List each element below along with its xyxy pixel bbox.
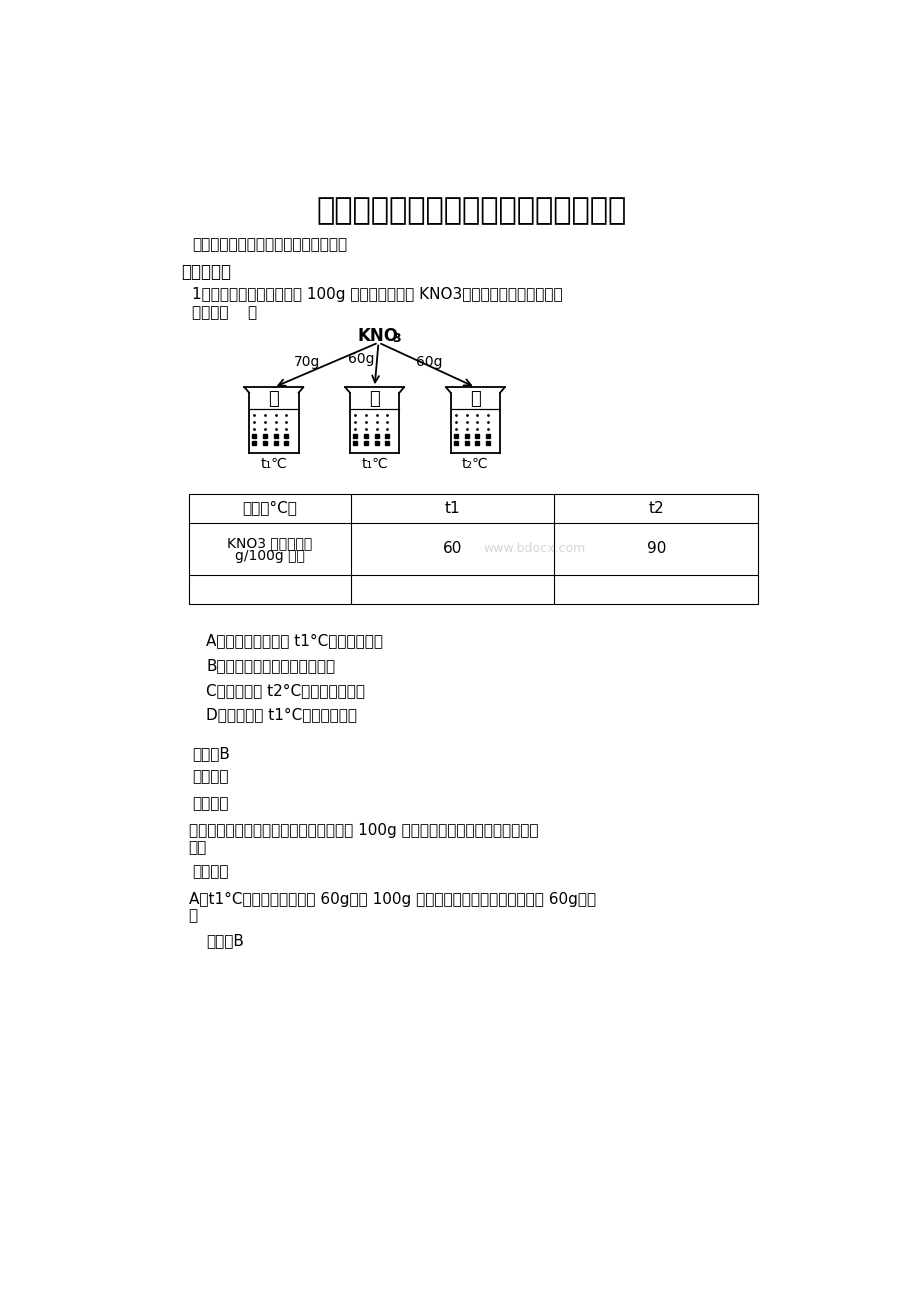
Text: g/100g 水）: g/100g 水） [235,549,304,562]
Text: 【详解】: 【详解】 [192,865,229,880]
Text: www.bdocx.com: www.bdocx.com [482,543,584,556]
Text: 【解析】: 【解析】 [192,769,229,784]
Text: 60g: 60g [416,355,442,368]
Text: t₁℃: t₁℃ [361,457,388,470]
Text: A．甲、乙混合后为 t1°C的不饱和溶液: A．甲、乙混合后为 t1°C的不饱和溶液 [206,634,383,648]
Text: 【分析】: 【分析】 [192,796,229,811]
Text: 答案：B: 答案：B [192,746,230,762]
Bar [188,493,757,604]
Text: 乙: 乙 [369,391,380,408]
Text: 甲: 甲 [268,391,279,408]
Text: KNO: KNO [357,327,399,345]
Text: t2: t2 [648,501,664,516]
Text: t₂℃: t₂℃ [461,457,488,470]
Text: t₁℃: t₁℃ [260,457,287,470]
Text: C．乙升温至 t2°C，溶液质量增加: C．乙升温至 t2°C，溶液质量增加 [206,684,365,698]
Text: 初中化学溶解度知识点及练习题及答案: 初中化学溶解度知识点及练习题及答案 [192,237,347,253]
Text: 确的是（    ）: 确的是（ ） [192,306,257,320]
Text: B．甲、丙溶液中溶质质量相等: B．甲、丙溶液中溶质质量相等 [206,659,335,673]
Text: 温度（°C）: 温度（°C） [243,501,297,516]
Text: 、: 、 [188,909,198,923]
Text: 70g: 70g [294,355,320,368]
Text: KNO3 的溶解度（: KNO3 的溶解度（ [227,536,312,549]
Text: 一、选择题: 一、选择题 [181,263,231,280]
Text: A、t1°C硝酸甲的溶解度为 60g，即 100g 溶剂里最多溶解硝酸钾的质量为 60g，甲: A、t1°C硝酸甲的溶解度为 60g，即 100g 溶剂里最多溶解硝酸钾的质量为… [188,892,596,906]
Text: 3: 3 [392,332,401,345]
Text: 1．如图所示，分别向盛有 100g 水的烧杯中加入 KNO3，充分溶解。下列说法正: 1．如图所示，分别向盛有 100g 水的烧杯中加入 KNO3，充分溶解。下列说法… [192,288,562,302]
Text: 量。: 量。 [188,840,207,855]
Text: 丙: 丙 [470,391,481,408]
Text: 溶解度指的是一定温度下，某固态物质在 100g 溶剂里达到饱和状态时所溶解的质: 溶解度指的是一定温度下，某固态物质在 100g 溶剂里达到饱和状态时所溶解的质 [188,823,538,838]
Text: 60: 60 [443,542,462,556]
Text: 初中化学溶解度知识点及练习题及答案: 初中化学溶解度知识点及练习题及答案 [316,197,626,225]
Text: 90: 90 [646,542,665,556]
Text: 解析：B: 解析：B [206,934,244,948]
Text: 60g: 60g [347,352,374,366]
Text: t1: t1 [445,501,460,516]
Text: D．丙降温至 t1°C，有晶体析出: D．丙降温至 t1°C，有晶体析出 [206,707,357,723]
